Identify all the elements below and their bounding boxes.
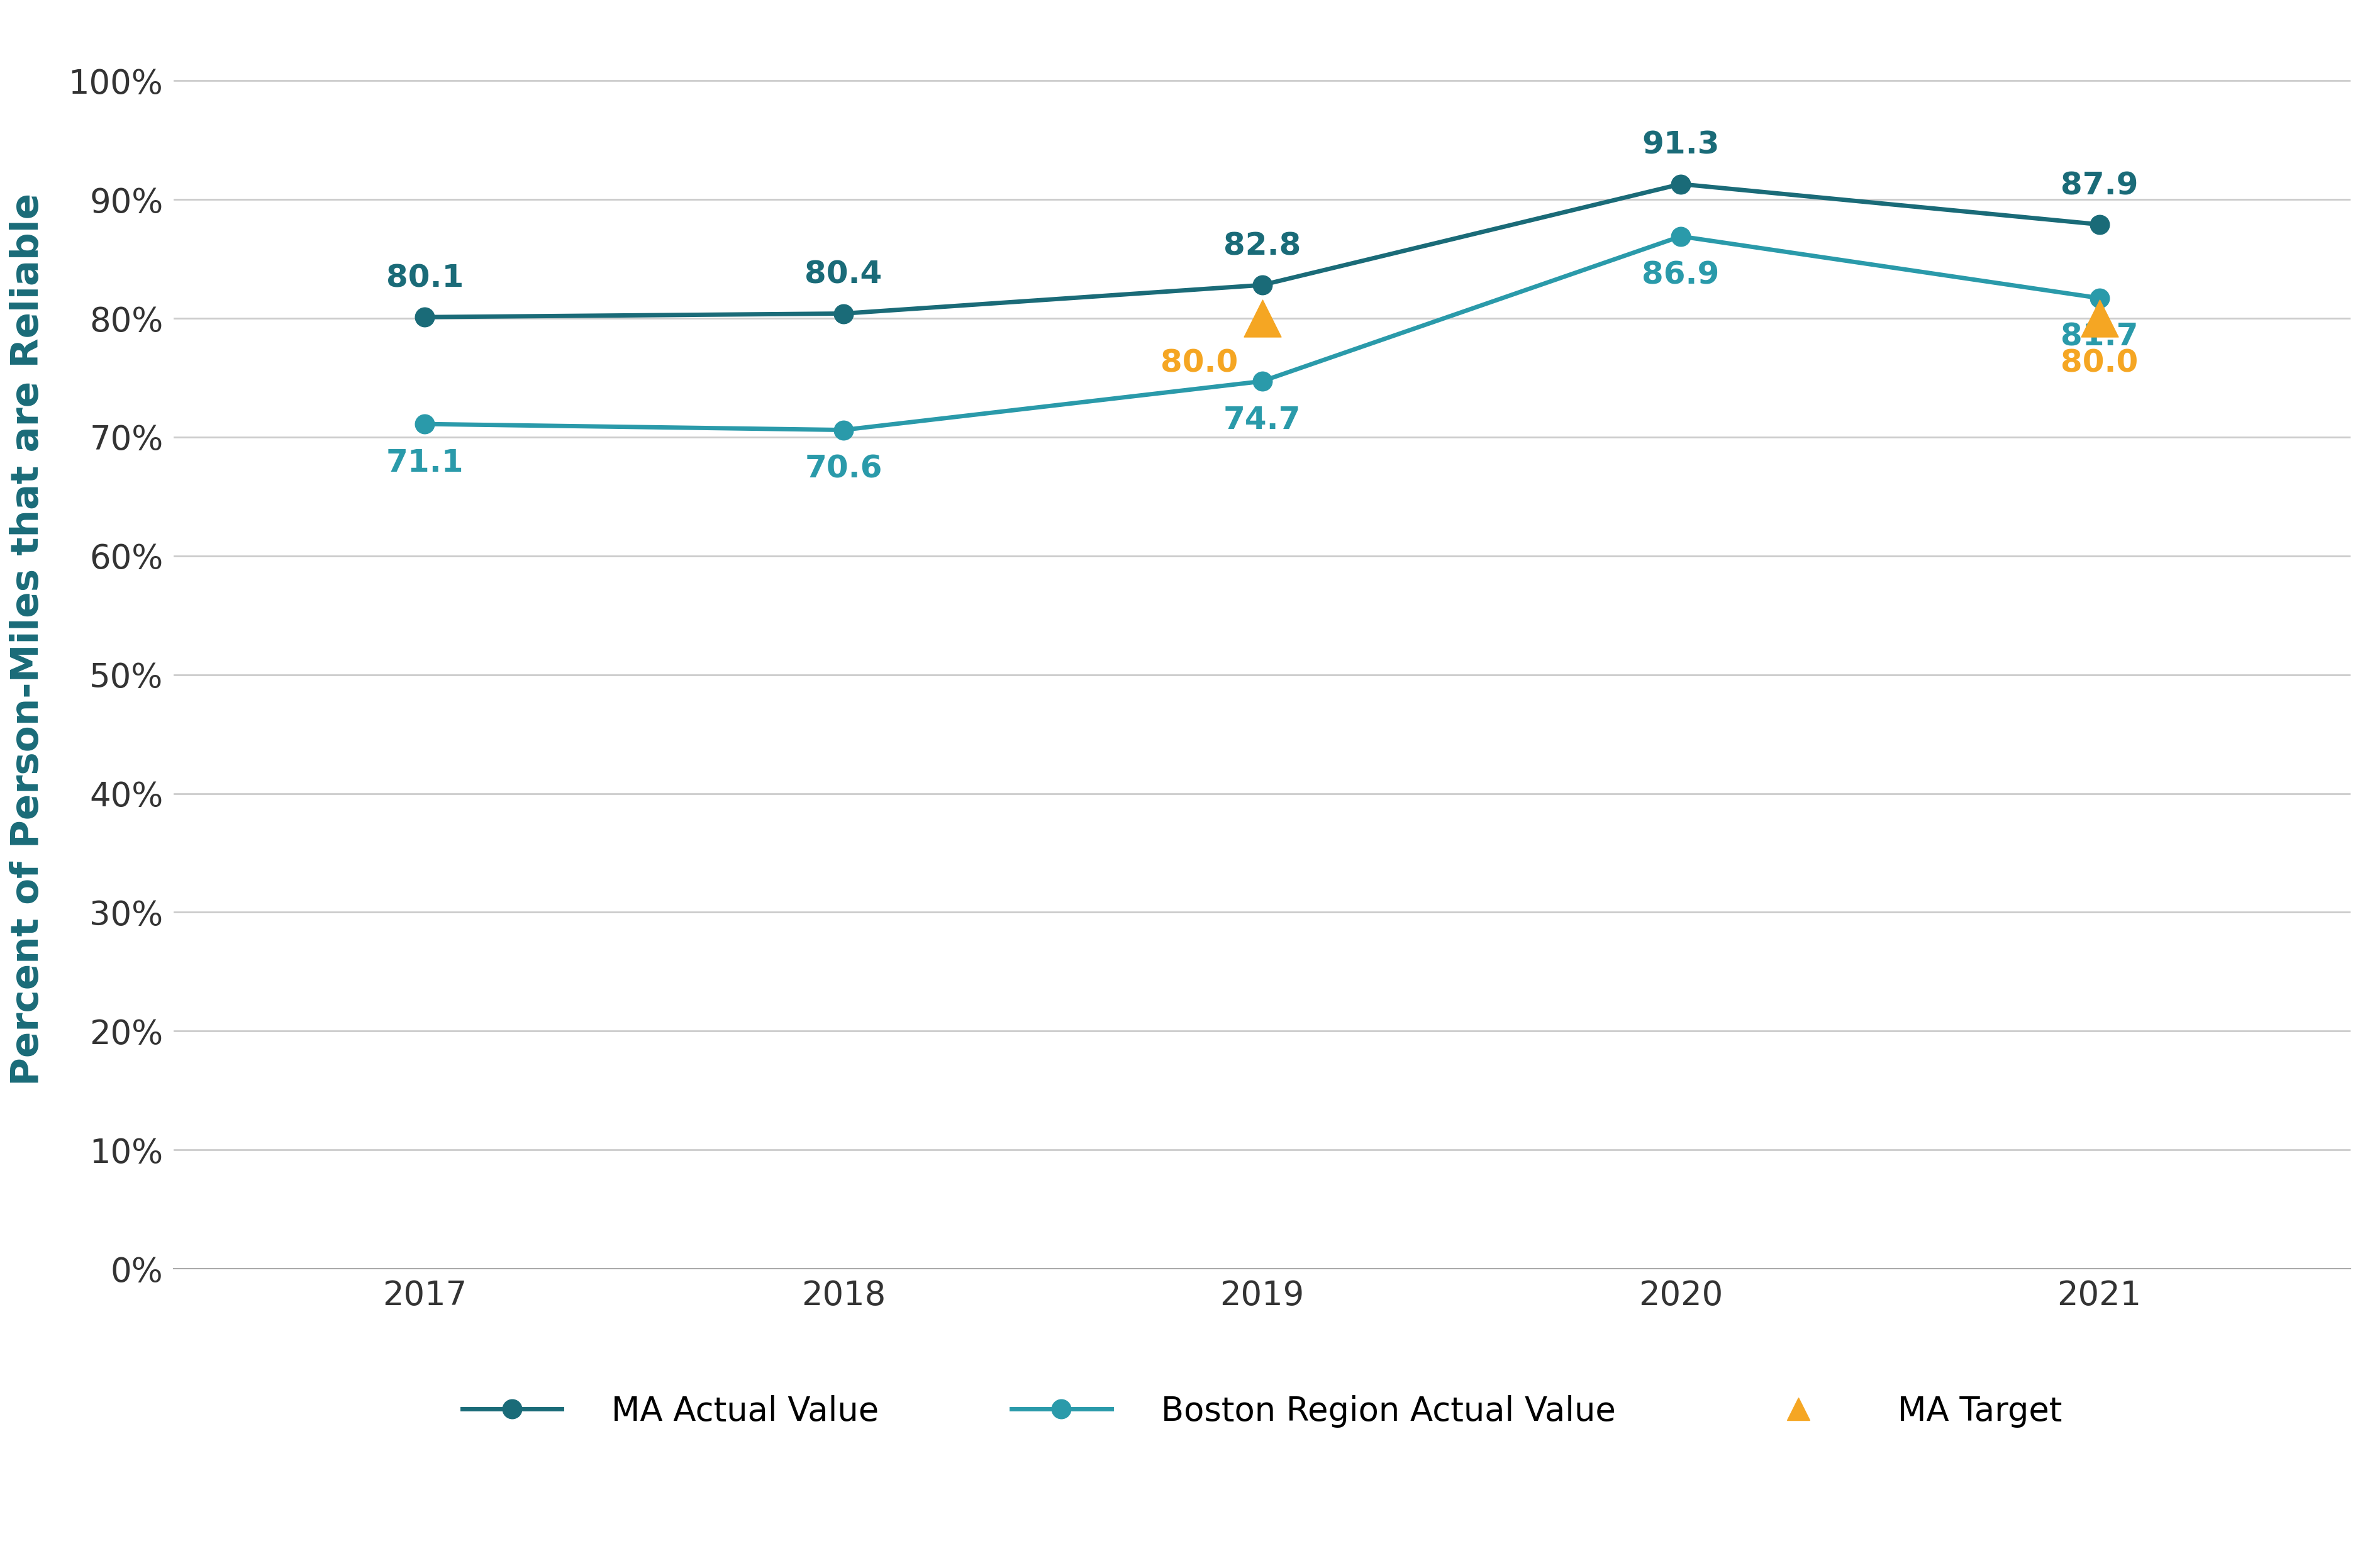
MA Target <box>2082 306 2119 331</box>
Line: Boston Region Actual Value: Boston Region Actual Value <box>415 227 2110 439</box>
Line: MA Actual Value: MA Actual Value <box>415 174 2110 326</box>
Text: 82.8: 82.8 <box>1222 230 1300 262</box>
Text: 87.9: 87.9 <box>2060 171 2138 201</box>
Boston Region Actual Value <box>411 414 439 433</box>
MA Actual Value <box>1248 276 1277 295</box>
Legend: MA Actual Value, Boston Region Actual Value, MA Target: MA Actual Value, Boston Region Actual Va… <box>448 1381 2074 1441</box>
Boston Region Actual Value <box>2086 289 2115 307</box>
Text: 80.4: 80.4 <box>805 260 883 290</box>
Text: 86.9: 86.9 <box>1643 260 1720 290</box>
Text: 81.7: 81.7 <box>2060 321 2138 353</box>
Boston Region Actual Value <box>828 420 857 439</box>
MA Actual Value <box>1666 174 1694 193</box>
Text: 80.0: 80.0 <box>2060 348 2138 378</box>
Text: 71.1: 71.1 <box>387 448 465 478</box>
Boston Region Actual Value <box>1248 372 1277 390</box>
Text: 70.6: 70.6 <box>805 453 883 485</box>
Boston Region Actual Value <box>1666 227 1694 246</box>
MA Actual Value <box>828 304 857 323</box>
MA Actual Value <box>2086 215 2115 234</box>
Text: 80.1: 80.1 <box>387 263 463 293</box>
Text: 91.3: 91.3 <box>1643 130 1720 160</box>
MA Actual Value <box>411 307 439 326</box>
Y-axis label: Percent of Person-Miles that are Reliable: Percent of Person-Miles that are Reliabl… <box>9 193 47 1085</box>
Text: 80.0: 80.0 <box>1161 348 1239 378</box>
Text: 74.7: 74.7 <box>1222 405 1300 436</box>
MA Target <box>1244 306 1281 331</box>
